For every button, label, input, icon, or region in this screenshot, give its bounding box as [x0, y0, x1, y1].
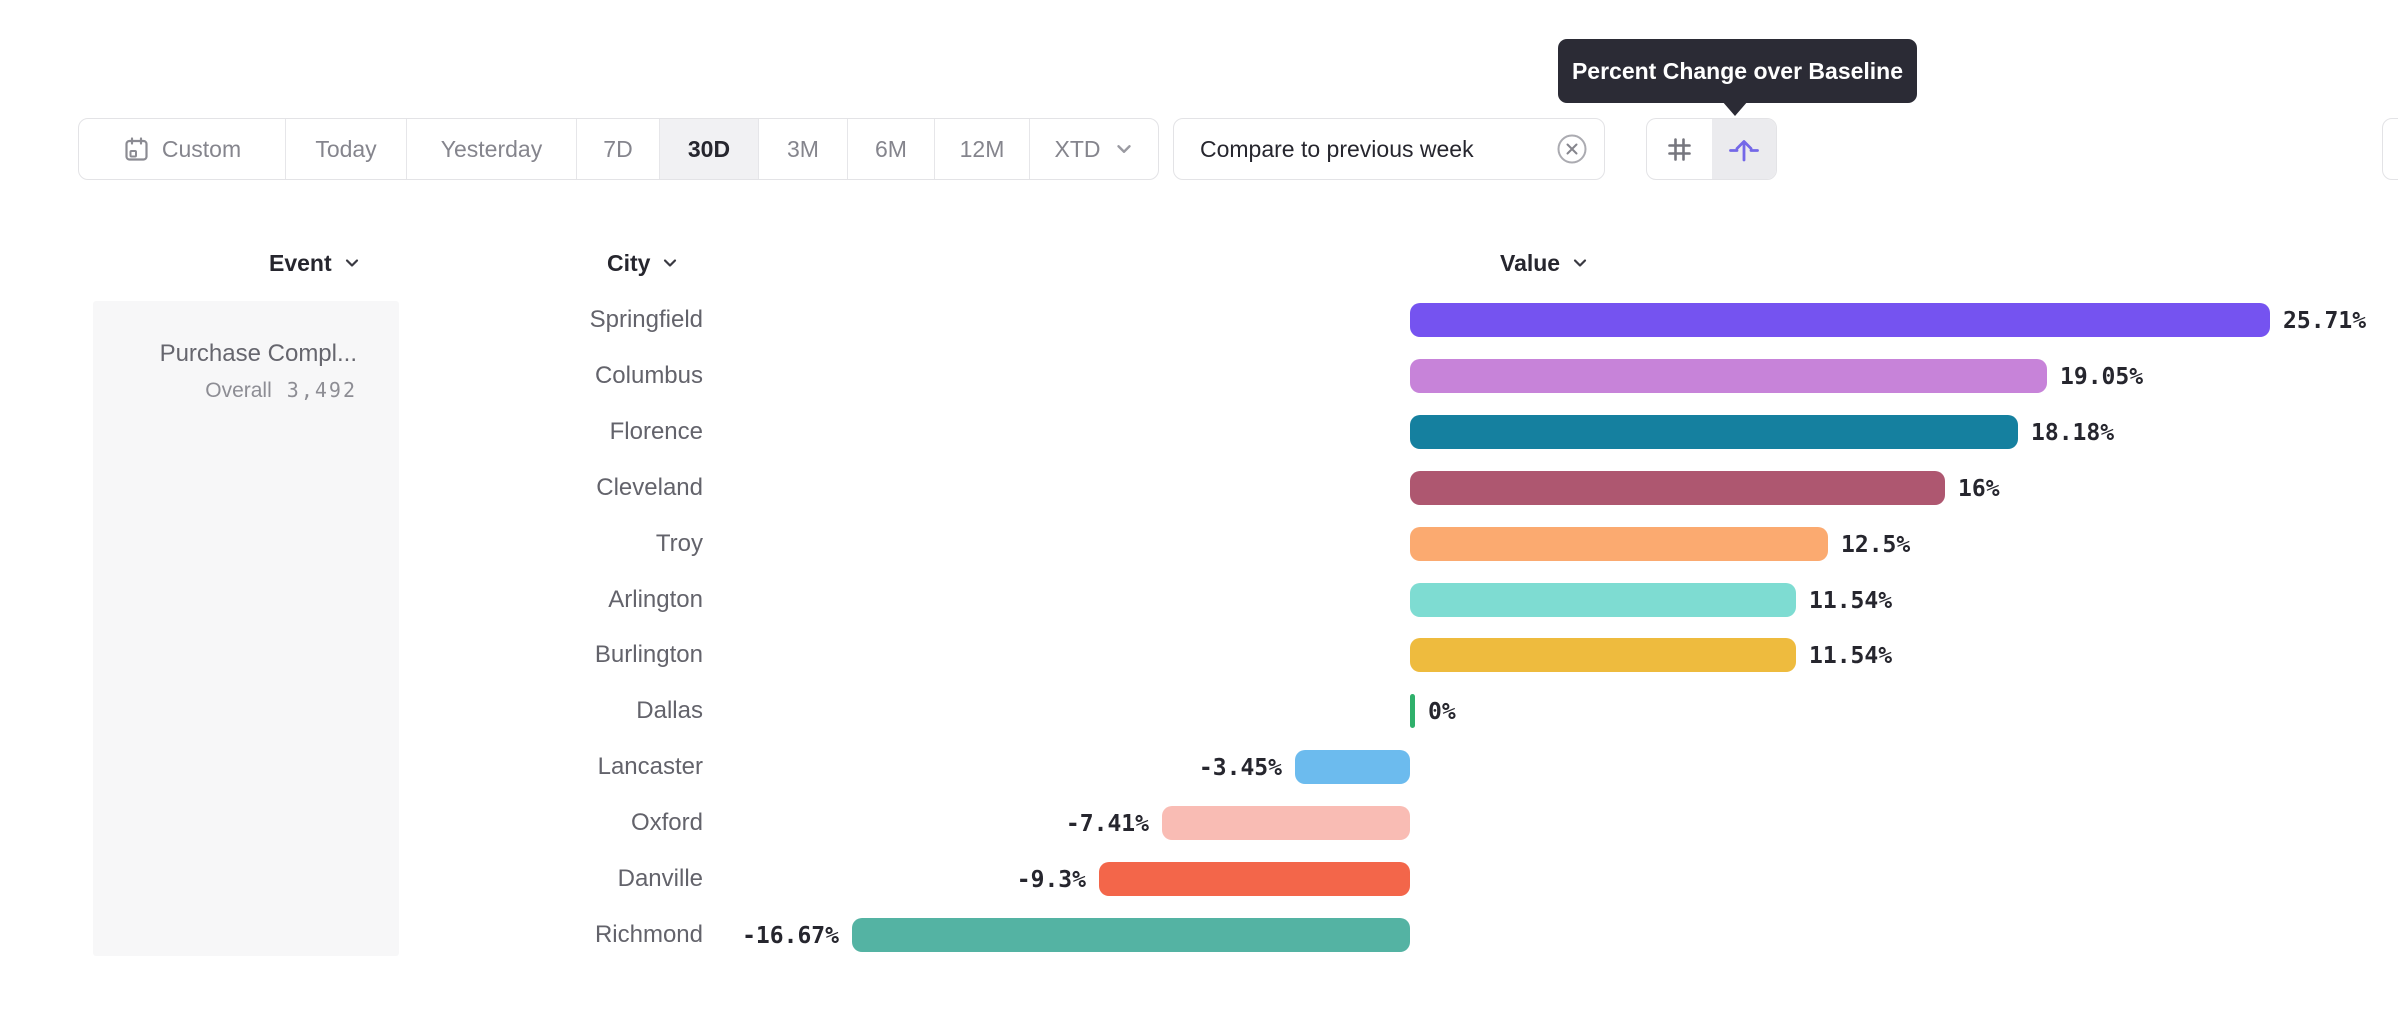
chart-row-troy: Troy 12.5% [0, 516, 2398, 572]
city-label: Arlington [608, 586, 703, 613]
tooltip-text: Percent Change over Baseline [1571, 57, 1904, 84]
bar-cleveland[interactable] [1410, 471, 1945, 505]
column-header-value-label: Value [1500, 249, 1561, 276]
chart-row-burlington: Burlington 11.54% [0, 627, 2398, 683]
chart-row-columbus: Columbus 19.05% [0, 348, 2398, 404]
city-label: Springfield [589, 306, 703, 333]
range-button-6m[interactable]: 6M [847, 119, 934, 179]
bar-richmond[interactable] [852, 918, 1410, 952]
calendar-icon [123, 136, 150, 163]
city-label: Richmond [594, 921, 703, 948]
value-label: -3.45% [1198, 755, 1282, 781]
partial-right-edge-button[interactable] [2382, 118, 2398, 180]
chevron-down-icon [1570, 253, 1590, 273]
city-label: Lancaster [597, 753, 703, 780]
column-header-city-label: City [607, 249, 651, 276]
bar-columbus[interactable] [1410, 359, 2047, 393]
range-button-yesterday[interactable]: Yesterday [406, 119, 576, 179]
event-segment-label: Overall [205, 379, 272, 402]
grid-view-button[interactable] [1647, 119, 1712, 179]
value-label: 11.54% [1809, 588, 1893, 614]
range-button-today[interactable]: Today [285, 119, 406, 179]
bar-troy[interactable] [1410, 527, 1828, 561]
bar-arlington[interactable] [1410, 583, 1796, 617]
event-name: Purchase Compl... [159, 340, 357, 367]
chart-row-richmond: Richmond -16.67% [0, 907, 2398, 963]
chevron-down-icon [1113, 138, 1135, 160]
view-toggle [1646, 118, 1777, 180]
range-button-12m[interactable]: 12M [934, 119, 1029, 179]
arrow-up-baseline-icon [1727, 132, 1761, 166]
range-button-label: Custom [161, 135, 242, 162]
city-label: Columbus [594, 362, 703, 389]
column-header-event-label: Event [269, 249, 332, 276]
tooltip: Percent Change over Baseline [1558, 39, 1917, 103]
city-label: Florence [609, 418, 703, 445]
range-button-label: 12M [959, 135, 1005, 162]
hash-icon [1663, 133, 1696, 166]
city-label: Oxford [630, 809, 703, 836]
range-button-label: 6M [875, 135, 907, 162]
chart-row-florence: Florence 18.18% [0, 404, 2398, 460]
range-button-label: XTD [1054, 135, 1101, 162]
city-label: Cleveland [596, 474, 703, 501]
baseline-view-button[interactable] [1711, 119, 1776, 179]
value-label: 11.54% [1809, 643, 1893, 669]
circle-x-icon[interactable] [1556, 133, 1588, 165]
range-button-7d[interactable]: 7D [576, 119, 659, 179]
city-label: Dallas [636, 697, 703, 724]
range-button-xtd[interactable]: XTD [1029, 119, 1158, 179]
value-label: -9.3% [1016, 867, 1086, 893]
chart-row-danville: Danville -9.3% [0, 851, 2398, 907]
city-label: Burlington [594, 641, 703, 668]
column-header-city[interactable]: City [607, 246, 680, 280]
bar-springfield[interactable] [1410, 303, 2270, 337]
value-label: 25.71% [2283, 308, 2367, 334]
range-button-label: 30D [687, 135, 731, 162]
bar-dallas[interactable] [1410, 694, 1415, 728]
bar-burlington[interactable] [1410, 638, 1796, 672]
range-button-30d[interactable]: 30D [659, 119, 758, 179]
value-label: 12.5% [1841, 532, 1911, 558]
chart-row-cleveland: Cleveland 16% [0, 460, 2398, 516]
column-header-event[interactable]: Event [269, 246, 362, 280]
chevron-down-icon [342, 253, 362, 273]
event-count: 3,492 [286, 378, 357, 402]
chart-row-lancaster: Lancaster -3.45% [0, 739, 2398, 795]
chart-row-dallas: Dallas 0% [0, 683, 2398, 739]
city-label: Danville [617, 865, 703, 892]
range-button-label: Yesterday [440, 135, 543, 162]
value-label: 0% [1428, 699, 1456, 725]
chart-row-springfield: Springfield 25.71% [0, 292, 2398, 348]
range-button-custom[interactable]: Custom [79, 119, 285, 179]
value-label: -16.67% [742, 923, 839, 949]
range-button-3m[interactable]: 3M [758, 119, 847, 179]
bar-florence[interactable] [1410, 415, 2018, 449]
compare-chip[interactable]: Compare to previous week [1173, 118, 1605, 180]
value-label: 19.05% [2060, 364, 2144, 390]
value-label: 16% [1958, 476, 2000, 502]
chevron-down-icon [660, 253, 680, 273]
compare-chip-label: Compare to previous week [1200, 135, 1474, 162]
bar-danville[interactable] [1099, 862, 1410, 896]
chart-row-oxford: Oxford -7.41% [0, 795, 2398, 851]
chart-row-arlington: Arlington 11.54% [0, 572, 2398, 628]
bar-oxford[interactable] [1162, 806, 1410, 840]
bar-lancaster[interactable] [1295, 750, 1410, 784]
value-label: -7.41% [1065, 811, 1149, 837]
range-button-label: Today [315, 135, 377, 162]
tooltip-caret-icon [1722, 101, 1748, 116]
range-button-label: 3M [787, 135, 819, 162]
column-header-value[interactable]: Value [1500, 246, 1590, 280]
range-button-label: 7D [603, 135, 633, 162]
date-range-toolbar: Custom Today Yesterday 7D 30D 3M 6M 12M XTD [78, 118, 1159, 180]
city-label: Troy [655, 530, 703, 557]
event-panel[interactable]: Purchase Compl... Overall 3,492 [93, 301, 399, 956]
value-label: 18.18% [2031, 420, 2115, 446]
